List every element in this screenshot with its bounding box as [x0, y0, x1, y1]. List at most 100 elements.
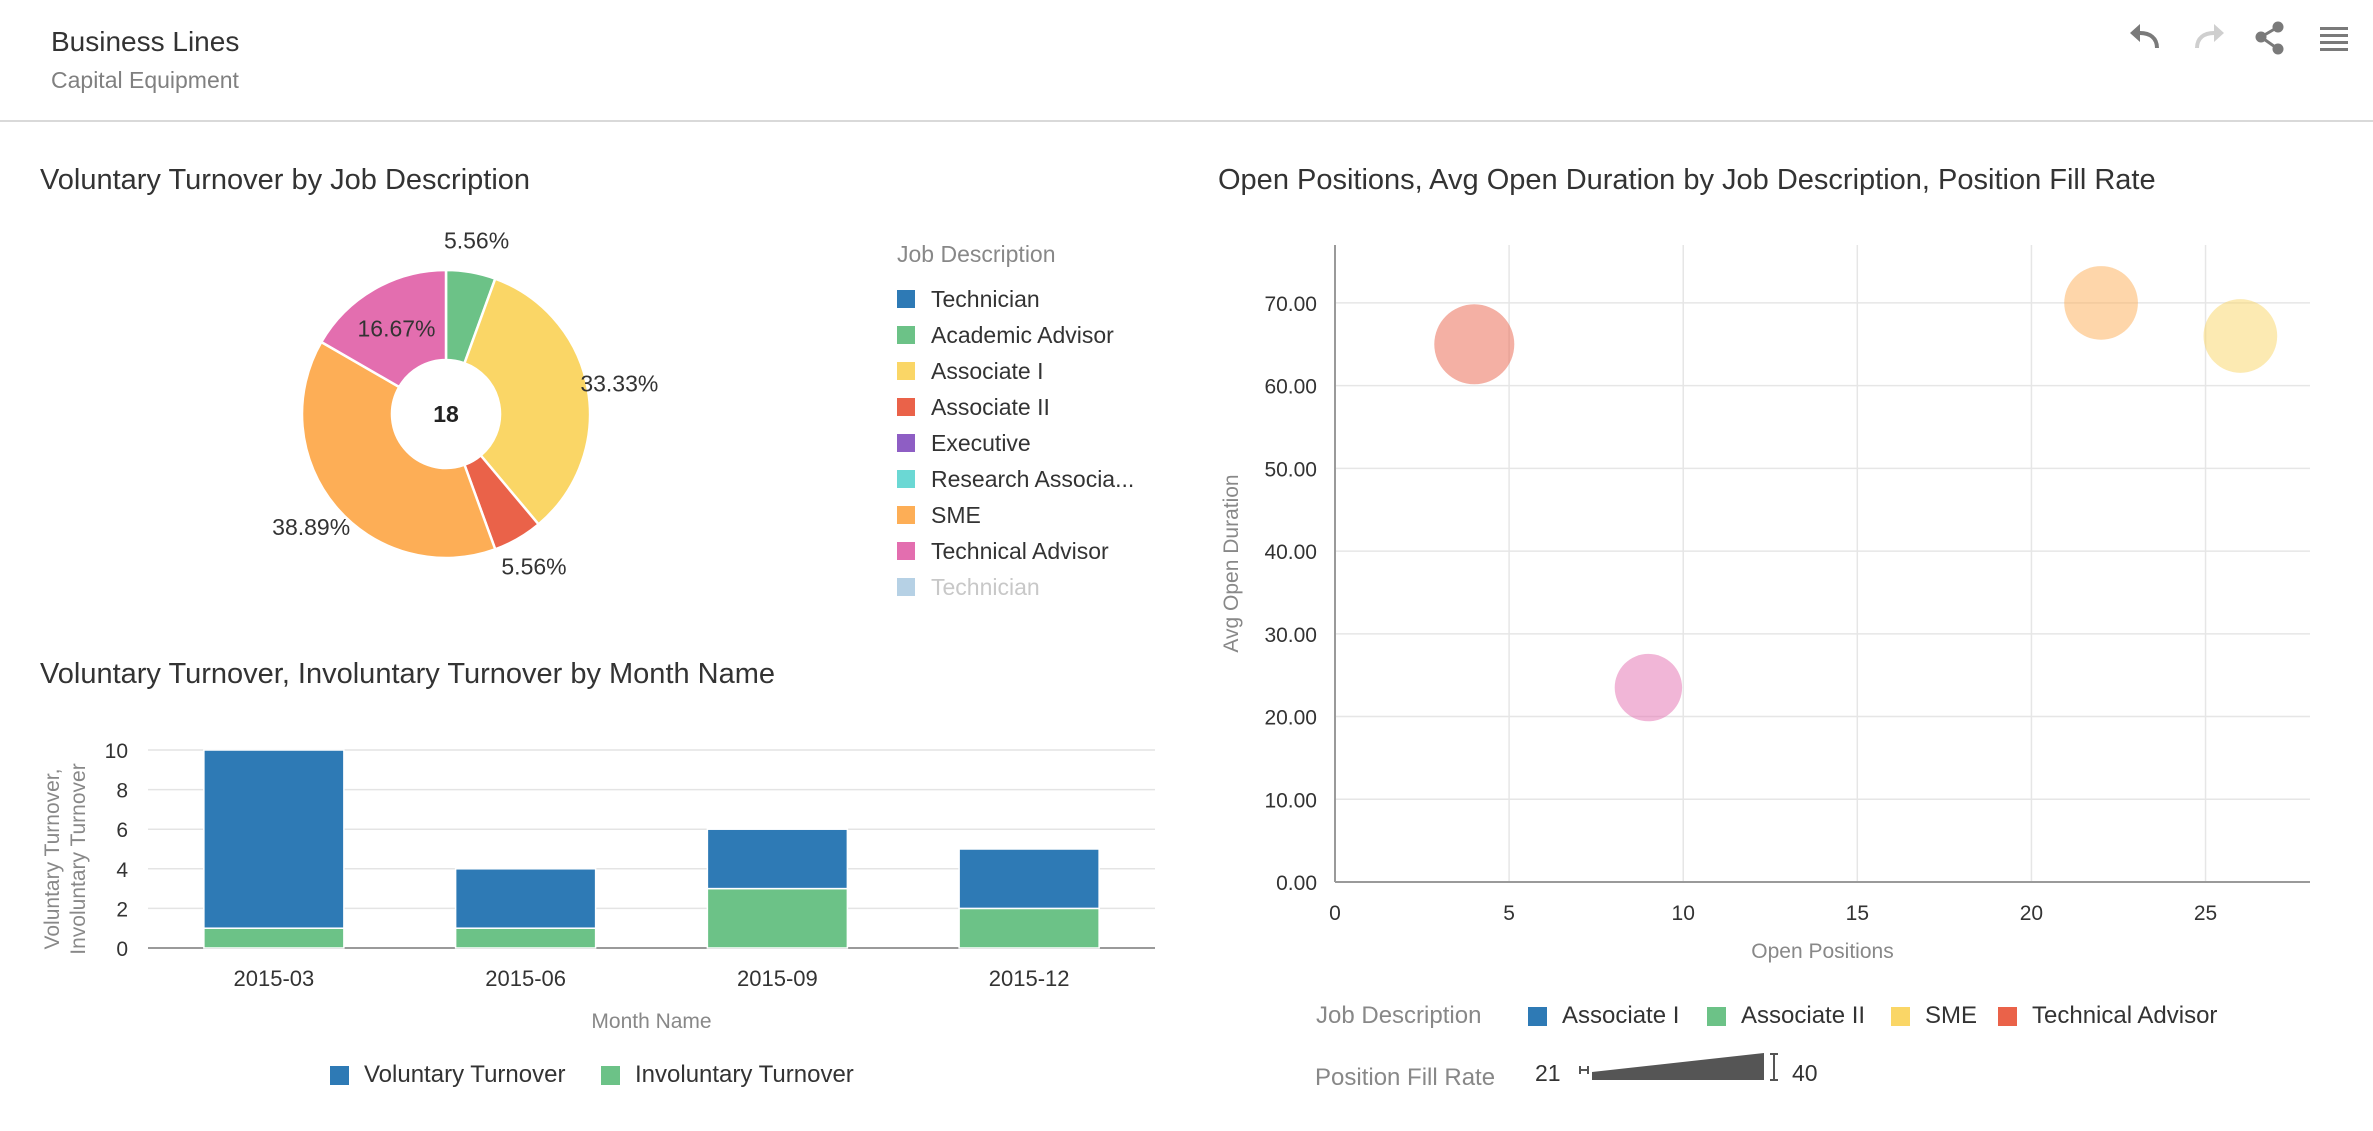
size-legend-max: 40: [1792, 1060, 1818, 1086]
legend-swatch: [897, 290, 915, 308]
legend-swatch: [1998, 1006, 2017, 1026]
y-tick-label: 70.00: [1264, 293, 1317, 316]
y-tick-label: 10.00: [1264, 789, 1317, 812]
x-tick-label: 2015-12: [989, 966, 1070, 991]
pie-legend-item[interactable]: Executive: [897, 427, 1031, 459]
x-tick-label: 25: [2194, 902, 2217, 925]
bubble-point[interactable]: [1434, 304, 1515, 385]
size-legend-min: 21: [1535, 1060, 1561, 1086]
bar-legend-voluntary[interactable]: Voluntary Turnover: [330, 1060, 565, 1090]
y-tick-label: 2: [116, 898, 128, 921]
undo-icon: [2130, 24, 2159, 49]
pie-data-label: 33.33%: [580, 370, 658, 396]
y-tick-label: 4: [116, 859, 128, 882]
legend-swatch: [897, 578, 915, 596]
bar-segment[interactable]: [706, 887, 849, 949]
pie-legend-item[interactable]: Associate II: [897, 391, 1050, 423]
pie-legend-item[interactable]: Technician: [897, 571, 1040, 603]
size-legend-title: Position Fill Rate: [1315, 1064, 1496, 1091]
x-tick-label: 15: [1846, 902, 1869, 925]
pie-data-label: 5.56%: [444, 228, 509, 254]
legend-label: Voluntary Turnover: [364, 1061, 566, 1088]
x-tick-label: 2015-09: [737, 966, 818, 991]
legend-label: Academic Advisor: [931, 321, 1114, 348]
y-tick-label: 0: [116, 938, 128, 961]
undo-button[interactable]: [2126, 18, 2166, 58]
pie-legend-item[interactable]: Technical Advisor: [897, 535, 1109, 567]
legend-label: Associate I: [931, 357, 1044, 384]
y-tick-label: 40.00: [1264, 541, 1317, 564]
x-tick-label: 0: [1329, 902, 1341, 925]
legend-label: Research Associa...: [931, 465, 1135, 492]
bar-chart-title: Voluntary Turnover, Involuntary Turnover…: [40, 658, 776, 690]
bar-chart: 0 2 4 6 8 10 2015-03 2015-06 2015-09 2015-12 Month…: [41, 740, 1155, 1033]
bar-segment[interactable]: [706, 828, 849, 890]
y-tick-label: 60.00: [1264, 376, 1317, 399]
legend-swatch: [1707, 1006, 1726, 1026]
y-axis-label: Voluntary Turnover,: [41, 769, 64, 950]
y-tick-label: 20.00: [1264, 707, 1317, 730]
bubble-legend-technical-advisor[interactable]: Technical Advisor: [1998, 1001, 2217, 1031]
size-legend-ramp[interactable]: [1572, 1048, 1787, 1088]
y-tick-label: 6: [116, 819, 128, 842]
menu-button[interactable]: [2314, 18, 2354, 58]
bubble-legend-title: Job Description: [1316, 1002, 1482, 1029]
pie-legend-item[interactable]: Associate I: [897, 355, 1044, 387]
bubble-legend-associate-i[interactable]: Associate I: [1528, 1001, 1679, 1031]
bar-segment[interactable]: [203, 749, 345, 929]
bubble-legend-sme[interactable]: SME: [1891, 1001, 1977, 1031]
x-tick-label: 20: [2020, 902, 2043, 925]
redo-icon: [2195, 24, 2224, 49]
share-button[interactable]: [2250, 18, 2290, 58]
legend-label: Associate II: [931, 393, 1050, 420]
bubble-legend-associate-ii[interactable]: Associate II: [1707, 1001, 1865, 1031]
bubble-chart: 0.00 10.00 20.00 30.00 40.00 50.00 60.00 70.00 0…: [1220, 245, 2310, 963]
bar-segment[interactable]: [454, 927, 597, 949]
bubble-point[interactable]: [1614, 653, 1683, 722]
pie-chart: 5.56% 33.33% 5.56% 38.89% 16.67% 18: [272, 228, 658, 580]
pie-legend-item[interactable]: Technician: [897, 283, 1040, 315]
legend-label: SME: [1925, 1002, 1978, 1029]
x-axis-label: Open Positions: [1751, 940, 1893, 963]
y-axis-label: Avg Open Duration: [1220, 474, 1243, 652]
legend-label: Associate I: [1562, 1002, 1680, 1029]
bar-segment[interactable]: [958, 907, 1100, 949]
pie-data-label: 38.89%: [272, 514, 350, 540]
legend-label: Technical Advisor: [2032, 1002, 2218, 1029]
pie-legend-item[interactable]: SME: [897, 499, 981, 531]
legend-label: Technician: [931, 573, 1040, 600]
pie-center-total: 18: [433, 401, 459, 427]
y-tick-label: 0.00: [1276, 872, 1317, 895]
bubble-chart-title: Open Positions, Avg Open Duration by Job…: [1218, 164, 2156, 196]
bar-segment[interactable]: [958, 848, 1100, 910]
bubble-point[interactable]: [2203, 299, 2278, 373]
pie-legend-item[interactable]: Academic Advisor: [897, 319, 1114, 351]
pie-slice[interactable]: [462, 277, 592, 527]
y-tick-label: 8: [116, 780, 128, 803]
x-tick-label: 2015-06: [485, 966, 566, 991]
y-axis-label: Involuntary Turnover: [67, 763, 90, 954]
legend-swatch: [897, 362, 915, 380]
legend-label: Technician: [931, 285, 1040, 312]
bubble-point[interactable]: [2064, 266, 2138, 340]
bar-segment[interactable]: [203, 927, 345, 949]
bar-legend-involuntary[interactable]: Involuntary Turnover: [601, 1060, 854, 1090]
pie-data-label: 5.56%: [501, 553, 566, 579]
x-tick-label: 5: [1503, 902, 1515, 925]
legend-swatch: [897, 398, 915, 416]
legend-label: Executive: [931, 429, 1031, 456]
legend-swatch: [897, 542, 915, 560]
pie-chart-title: Voluntary Turnover by Job Description: [40, 164, 531, 196]
pie-legend-item[interactable]: Research Associa...: [897, 463, 1134, 495]
legend-swatch: [897, 434, 915, 452]
bar-segment[interactable]: [454, 868, 597, 929]
menu-icon: [2320, 27, 2348, 51]
pie-slice[interactable]: [300, 340, 497, 560]
legend-label: Associate II: [1741, 1002, 1866, 1029]
legend-swatch: [1891, 1006, 1910, 1026]
redo-button[interactable]: [2188, 18, 2228, 58]
pie-slice[interactable]: [319, 268, 448, 389]
legend-label: Technical Advisor: [931, 537, 1109, 564]
legend-swatch: [330, 1065, 349, 1085]
share-icon: [2255, 21, 2284, 55]
